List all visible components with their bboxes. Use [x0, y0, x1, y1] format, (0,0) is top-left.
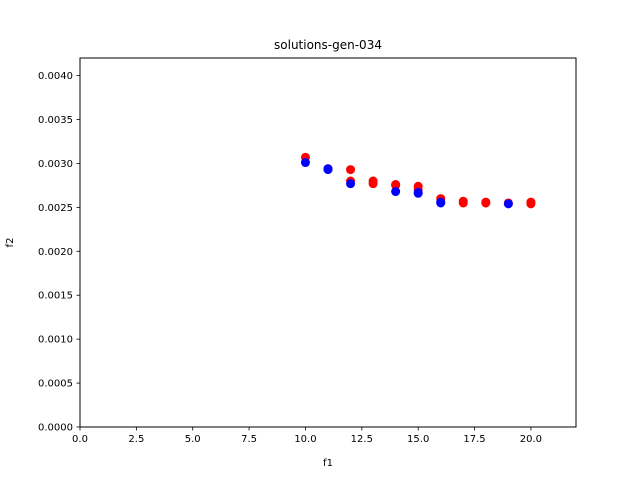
y-tick-label: 0.0025: [38, 203, 73, 214]
y-axis-label: f2: [5, 238, 16, 248]
y-axis-ticks: 0.0000 0.0005 0.0010 0.0015 0.0020 0.0025 0.00…: [38, 71, 80, 434]
x-tick-label: 10.0: [294, 434, 316, 445]
data-point-series-2: [413, 188, 423, 198]
y-tick-label: 0.0005: [38, 379, 73, 390]
data-point-series-2: [391, 187, 401, 197]
y-tick-label: 0.0015: [38, 291, 73, 302]
chart-title: solutions-gen-034: [274, 38, 382, 52]
data-point-series-1: [391, 180, 401, 190]
data-point-series-1: [526, 199, 536, 209]
y-tick-label: 0.0035: [38, 115, 73, 126]
x-tick-label: 5.0: [185, 434, 201, 445]
y-tick-label: 0.0030: [38, 159, 73, 170]
x-tick-label: 12.5: [351, 434, 373, 445]
y-tick-label: 0.0000: [38, 423, 73, 434]
data-point-series-2: [346, 179, 356, 189]
x-tick-label: 20.0: [520, 434, 542, 445]
data-point-series-1: [346, 165, 356, 175]
data-points: [300, 152, 536, 209]
x-tick-label: 15.0: [407, 434, 429, 445]
data-point-series-1: [368, 179, 378, 189]
x-tick-label: 17.5: [463, 434, 485, 445]
y-tick-label: 0.0010: [38, 335, 73, 346]
plot-frame: [79, 57, 577, 428]
x-tick-label: 2.5: [128, 434, 144, 445]
y-tick-label: 0.0040: [38, 71, 73, 82]
x-tick-label: 0.0: [72, 434, 88, 445]
data-point-series-2: [300, 158, 310, 168]
y-tick-label: 0.0020: [38, 247, 73, 258]
data-point-series-2: [323, 165, 333, 175]
data-point-series-1: [481, 198, 491, 208]
data-point-series-1: [458, 198, 468, 208]
x-axis-ticks: 0.0 2.5 5.0 7.5 10.0 12.5 15.0 17.5 20.0: [72, 427, 542, 445]
x-axis-label: f1: [323, 458, 333, 469]
x-tick-label: 7.5: [241, 434, 257, 445]
data-point-series-2: [436, 198, 446, 208]
data-point-series-2: [503, 199, 513, 209]
